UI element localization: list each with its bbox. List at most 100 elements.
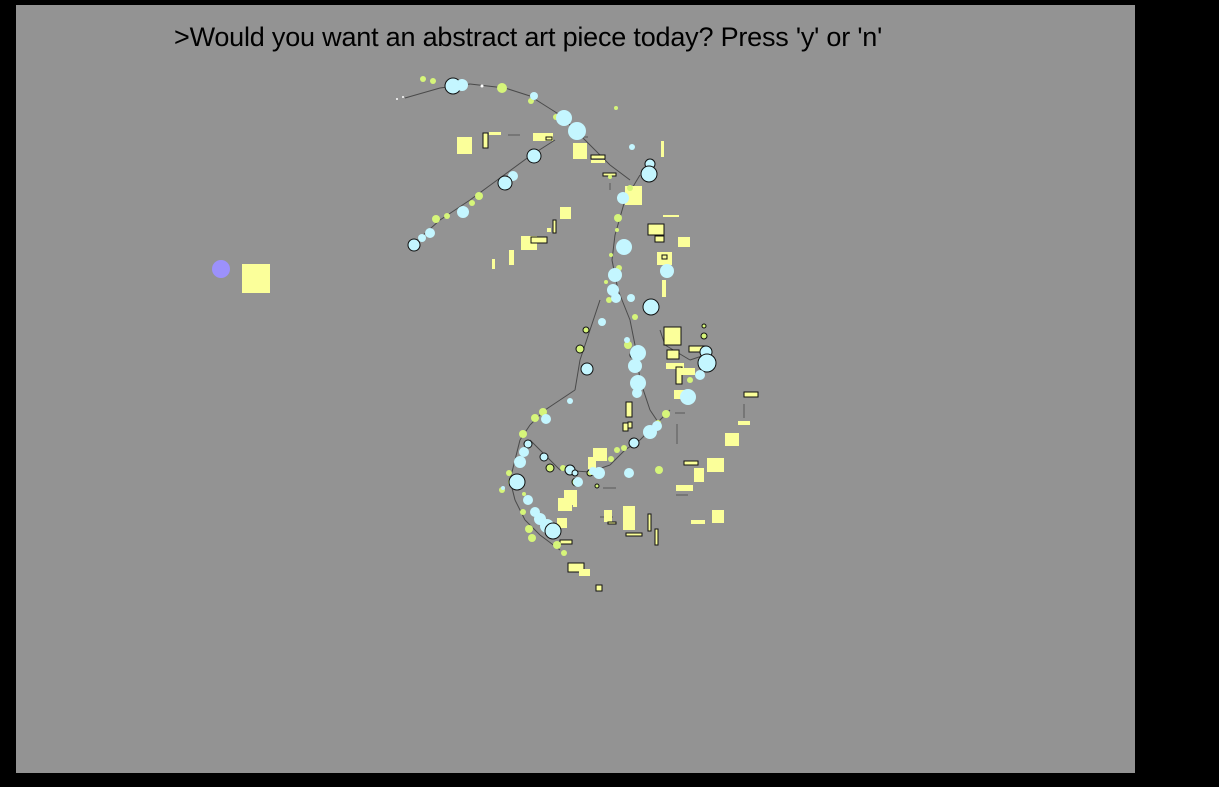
art-circle	[662, 410, 670, 418]
art-rect	[691, 520, 705, 524]
art-line	[629, 319, 637, 351]
art-circle	[501, 486, 505, 490]
art-circle	[480, 84, 484, 88]
art-line	[574, 359, 581, 391]
art-line	[617, 289, 631, 321]
art-line	[529, 439, 546, 456]
art-circle	[615, 228, 619, 232]
art-circle	[430, 78, 436, 84]
art-rect	[661, 254, 668, 260]
art-rect	[579, 569, 590, 576]
art-circle	[530, 92, 538, 100]
art-rect	[489, 132, 501, 135]
art-rect	[661, 141, 664, 157]
art-rect	[492, 259, 495, 269]
art-rect	[595, 584, 603, 592]
art-circle	[609, 253, 613, 257]
art-rect	[675, 366, 683, 385]
art-circle	[522, 492, 526, 496]
art-circle	[630, 345, 646, 361]
art-circle	[525, 525, 533, 533]
art-rect	[547, 228, 551, 232]
art-circle	[497, 175, 513, 191]
art-circle	[628, 359, 642, 373]
art-rect	[663, 215, 679, 217]
art-circle	[701, 323, 707, 329]
art-circle	[573, 477, 583, 487]
art-circle	[396, 98, 398, 100]
art-circle	[508, 473, 526, 491]
art-circle	[700, 332, 708, 340]
art-circle	[695, 370, 705, 380]
art-circle	[212, 260, 230, 278]
art-rect	[593, 448, 607, 461]
art-circle	[687, 377, 693, 383]
art-rect	[678, 237, 690, 247]
art-line	[544, 399, 561, 411]
art-circle	[456, 79, 468, 91]
art-circle	[497, 83, 507, 93]
art-circle	[611, 293, 621, 303]
art-line	[504, 87, 531, 97]
art-rect	[683, 460, 699, 466]
art-rect	[564, 490, 574, 505]
art-rect	[666, 363, 684, 369]
art-circle	[457, 206, 469, 218]
art-circle	[624, 337, 630, 343]
art-circle	[575, 344, 585, 354]
art-rect	[545, 136, 553, 141]
art-circle	[560, 465, 566, 471]
art-rect	[509, 250, 514, 265]
art-circle	[531, 414, 539, 422]
art-rect	[573, 143, 587, 159]
art-line	[589, 299, 601, 331]
art-circle	[506, 470, 512, 476]
art-circle	[627, 185, 633, 191]
art-rect	[533, 133, 553, 141]
art-rect	[560, 207, 571, 219]
art-rect	[552, 219, 557, 234]
art-circle	[617, 192, 629, 204]
art-circle	[606, 297, 612, 303]
art-circle	[624, 341, 632, 349]
art-circle	[630, 375, 646, 391]
art-rect	[627, 421, 633, 429]
art-circle	[660, 264, 674, 278]
art-rect	[242, 264, 270, 293]
art-rect	[625, 401, 633, 418]
art-circle	[594, 483, 600, 489]
art-circle	[407, 238, 421, 252]
art-circle	[523, 495, 533, 505]
art-circle	[475, 192, 483, 200]
art-circle	[520, 509, 526, 515]
art-circle	[608, 456, 614, 462]
art-circle	[526, 148, 542, 164]
art-line	[559, 389, 576, 401]
art-circle	[556, 110, 572, 126]
art-rect	[743, 391, 759, 398]
art-rect	[604, 510, 612, 522]
art-rect	[712, 510, 724, 523]
art-rect	[573, 490, 577, 507]
art-line	[514, 499, 526, 521]
art-circle	[593, 467, 605, 479]
art-canvas[interactable]: >Would you want an abstract art piece to…	[16, 5, 1135, 773]
art-circle	[655, 466, 663, 474]
art-circle	[519, 430, 527, 438]
art-circle	[539, 452, 549, 462]
art-rect	[623, 506, 635, 530]
art-rect	[557, 518, 567, 528]
art-circle	[469, 200, 475, 206]
art-circle	[541, 414, 551, 424]
art-rect	[654, 235, 665, 243]
art-rect	[694, 468, 704, 482]
art-rect	[591, 160, 605, 163]
art-rect	[707, 458, 724, 472]
art-rect	[590, 154, 606, 160]
art-circle	[425, 228, 435, 238]
art-rect	[681, 368, 695, 375]
art-circle	[523, 439, 533, 449]
art-circle	[432, 215, 440, 223]
art-circle	[616, 239, 632, 255]
art-circle	[627, 294, 635, 302]
